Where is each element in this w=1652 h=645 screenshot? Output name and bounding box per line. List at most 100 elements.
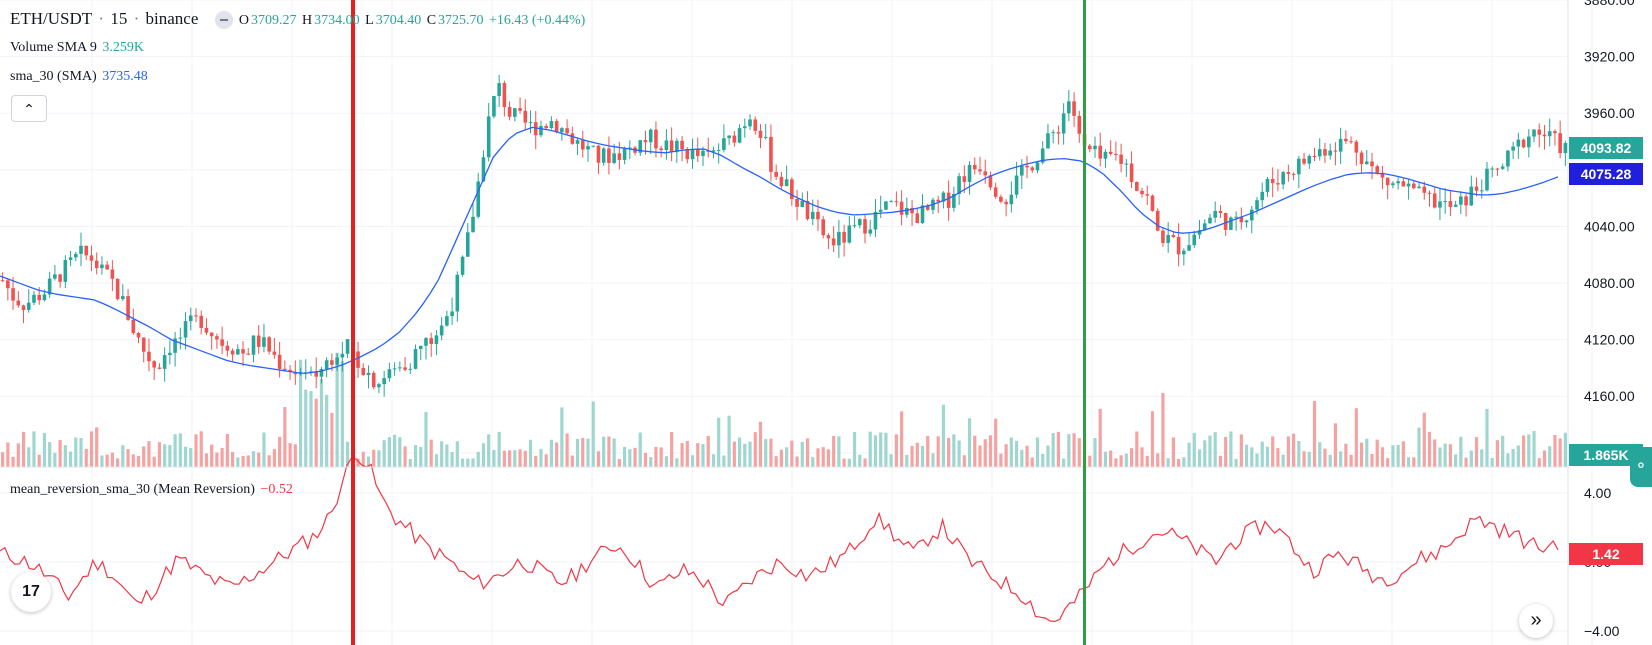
candle-body [1197,230,1202,235]
candle-body [638,140,643,153]
candle-body [1448,201,1453,207]
volume-bar [1344,443,1348,467]
candle-body [1244,220,1249,223]
volume-bar [403,446,407,467]
candle-body [1553,131,1557,134]
candlesticks [0,74,1568,397]
volume-bar [361,451,365,467]
volume-bar [1307,451,1311,467]
volume-bar [1046,445,1050,467]
volume-bar [272,449,276,467]
ohlc-values: O 3709.27 H 3734.00 L 3704.40 C 3725.70 +16.… [239,13,587,28]
candle-body [1098,145,1103,159]
volume-bar [1495,440,1500,467]
sma-label: sma_30 (SMA) [10,69,97,84]
candle-body [1485,168,1489,191]
candle-body [554,121,559,133]
candle-body [497,83,501,97]
volume-bar [304,389,308,467]
candle-body [654,129,658,149]
candle-body [910,207,914,214]
candle-body [293,372,298,375]
candle-body [743,126,747,129]
candle-body [1108,151,1113,154]
candle-body [1040,148,1045,163]
volume-bar [1203,440,1207,467]
candle-body [1218,211,1223,214]
candle-body [1239,216,1244,223]
candle-body [1020,165,1024,176]
symbol-legend: ETH/USDT · 15 · binance O 3709.27 H 3734.0… [10,9,589,30]
candle-body [403,367,407,370]
volume-bar [1328,454,1332,467]
volume-bar [1229,431,1233,467]
volume-bar [1224,436,1228,467]
volume-bar [1553,435,1557,467]
mean-reversion-legend[interactable]: mean_reversion_sma_30 (Mean Reversion) −… [10,482,295,498]
candle-body [262,337,266,347]
volume-bar [1454,454,1458,467]
mr-last-value-tag: 1.42 [1569,543,1643,565]
candle-body [920,205,925,224]
lightbulb-icon[interactable]: ⚬ [1630,447,1652,487]
volume-legend[interactable]: Volume SMA 9 3.259K [10,40,146,56]
candle-body [680,140,684,150]
volume-bar [999,453,1003,467]
candle-body [1145,194,1150,196]
volume-bar [1558,438,1562,467]
double-chevron-right-icon[interactable]: » [1519,604,1553,638]
volume-bar [1469,450,1473,467]
volume-bar [1208,435,1212,467]
candle-body [194,315,198,317]
volume-bar [68,451,73,467]
candle-body [1412,183,1416,189]
volume-bar [842,458,846,467]
volume-bar [1103,451,1108,467]
volume-bar [1088,455,1092,467]
symbol-name[interactable]: ETH/USDT [10,9,93,28]
sma-legend[interactable]: sma_30 (SMA) 3735.48 [10,69,150,85]
volume-bar [1464,457,1468,467]
candle-body [63,260,68,282]
volume-bar [1213,432,1217,467]
volume-bar [774,456,778,467]
volume-bar [1239,434,1243,467]
tradingview-logo[interactable]: 17 [11,572,51,612]
volume-bar [1511,448,1515,467]
candle-body [1459,196,1463,205]
interval[interactable]: 15 [110,9,128,28]
collapse-legend-button[interactable]: ⌃ [11,95,47,122]
volume-bar [1035,437,1040,467]
candle-body [434,335,439,344]
open-label: O [238,13,249,28]
candle-body [711,150,716,152]
candle-body [1072,101,1076,116]
candle-body [607,148,611,163]
hide-icon[interactable] [214,11,233,30]
volume-bar [1490,458,1494,467]
volume-bar [1093,438,1097,467]
candle-body [1558,133,1562,154]
candle-body [1276,183,1280,185]
volume-bar [1197,449,1202,467]
candle-body [1312,155,1317,157]
volume-bar [450,452,454,467]
price-tick-label: 4160.00 [1584,388,1635,404]
volume-bar [696,443,700,467]
candle-body [1317,149,1322,157]
volume-bar [492,449,496,467]
volume-bar [1014,440,1019,467]
volume-bar [973,435,977,467]
candle-body [1046,133,1050,149]
volume-bar [1135,431,1139,467]
volume-bar [314,398,318,467]
candle-body [1087,145,1092,150]
volume-bar [596,451,601,467]
volume-bar [278,436,282,467]
candle-body [1265,178,1270,192]
candle-body [586,146,590,150]
volume-bar [460,458,465,467]
volume-bar [356,458,360,467]
volume-bar [832,436,836,467]
